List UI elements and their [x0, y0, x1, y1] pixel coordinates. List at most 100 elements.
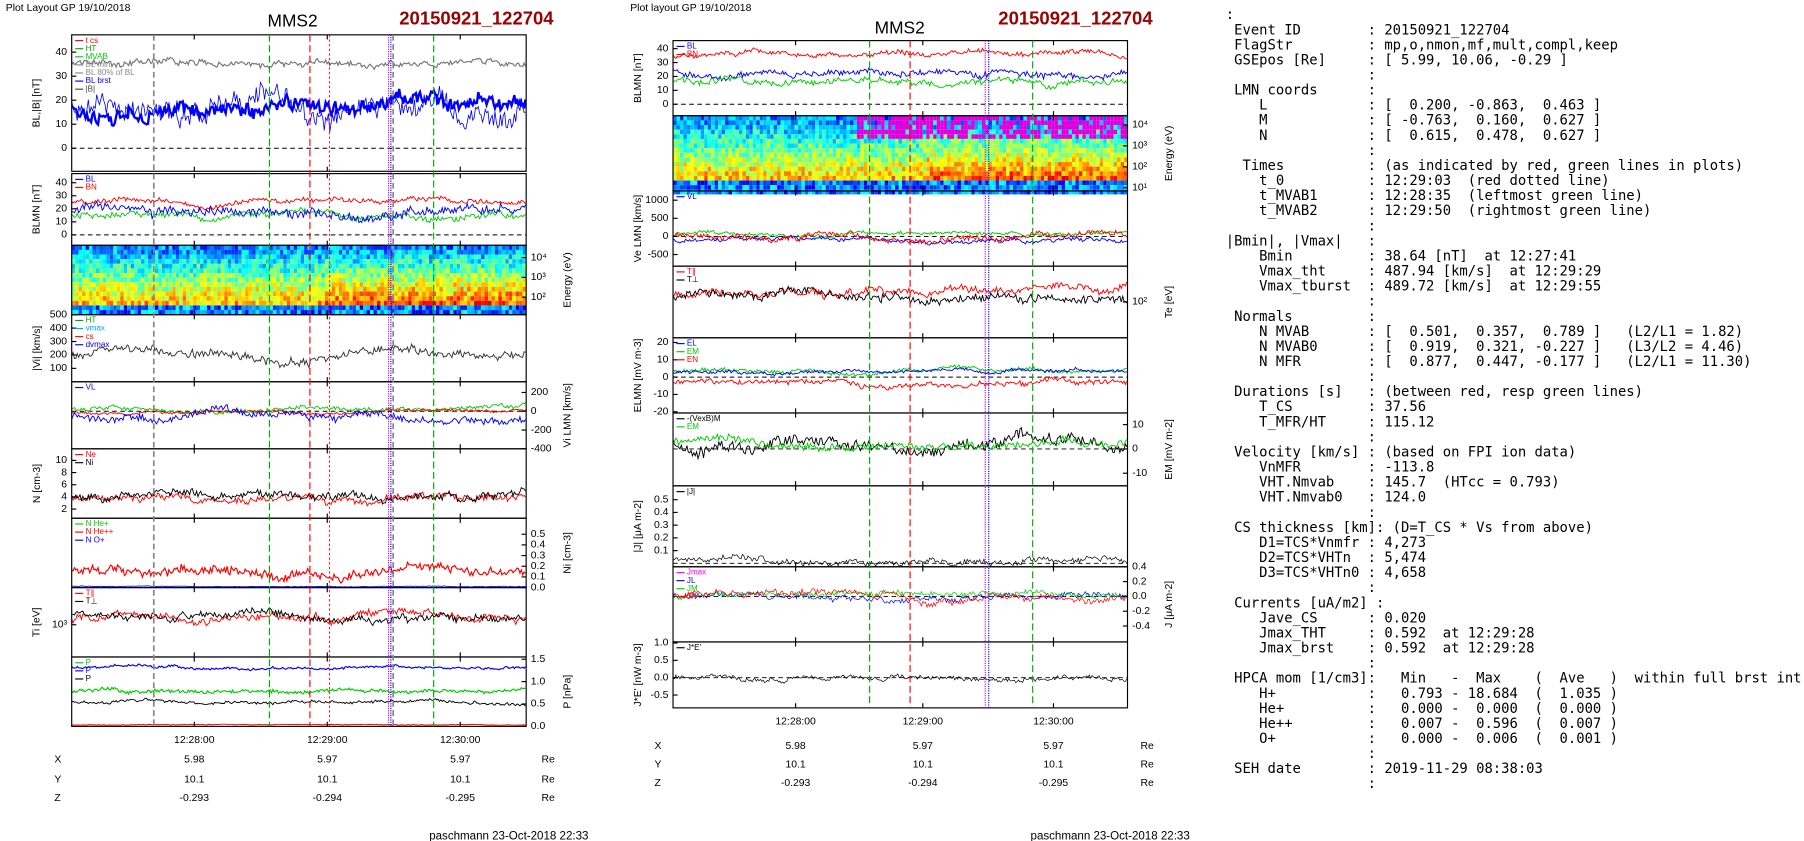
spectrogram-cell	[262, 245, 266, 250]
spectrogram-cell	[811, 138, 816, 144]
spectrogram-cell	[370, 273, 374, 278]
summary-line: L : [ 0.200, -0.863, 0.463 ]	[1226, 98, 1601, 114]
spectrogram-cell	[784, 189, 788, 195]
spectrogram-cell	[895, 143, 899, 149]
spectrogram-cell	[241, 263, 246, 269]
spectrogram-cell	[161, 245, 166, 250]
spectrogram-cell	[92, 263, 96, 269]
spectrogram-cell	[394, 245, 398, 250]
spectrogram-cell	[342, 254, 346, 260]
spectrogram-cell	[168, 305, 173, 311]
spectrogram-cell	[777, 134, 781, 139]
spectrogram-cell	[265, 296, 270, 301]
spectrogram-cell	[1026, 115, 1031, 121]
spectrogram-cell	[1085, 115, 1090, 121]
summary-line: Vmax_tht : 487.94 [km/s] at 12:29:29	[1226, 264, 1601, 280]
spectrogram-cell	[853, 148, 857, 153]
spectrogram-cell	[1110, 162, 1114, 167]
spectrogram-cell	[912, 138, 916, 144]
spectrogram-cell	[363, 259, 367, 264]
summary-line: t_MVAB1 : 12:28:35 (leftmost green line)	[1226, 188, 1643, 204]
spectrogram-cell	[92, 277, 96, 283]
spectrogram-cell	[839, 157, 844, 163]
spectrogram-cell	[439, 273, 443, 278]
spectrogram-cell	[829, 148, 833, 153]
spectrogram-cell	[422, 291, 426, 297]
y-tick-label: 0.4	[1132, 562, 1147, 573]
spectrogram-cell	[515, 286, 520, 292]
spectrogram-cell	[1110, 125, 1114, 130]
spectrogram-cell	[324, 259, 329, 264]
spectrogram-cell	[1092, 189, 1097, 195]
summary-line: N MVAB0 : [ 0.919, 0.321, -0.227 ] (L3/L…	[1226, 339, 1743, 355]
spectrogram-cell	[175, 286, 180, 292]
spectrogram-cell	[387, 300, 391, 306]
spectrogram-cell	[179, 249, 183, 255]
spectrogram-cell	[186, 277, 190, 283]
spectrogram-cell	[304, 245, 308, 250]
spectrogram-cell	[863, 120, 868, 126]
spectrogram-cell	[1103, 185, 1107, 190]
spectrogram-cell	[1002, 152, 1007, 158]
spectrogram-cell	[370, 245, 374, 250]
spectrogram-cell	[158, 305, 162, 311]
spectrogram-cell	[790, 148, 795, 153]
spectrogram-cell	[311, 277, 315, 283]
spectrogram-cell	[846, 175, 850, 181]
spectrogram-cell	[1082, 189, 1086, 195]
spectrogram-cell	[700, 189, 705, 195]
spectrogram-cell	[1117, 175, 1121, 181]
spectrogram-cell	[1106, 162, 1111, 167]
spectrogram-cell	[1033, 115, 1038, 121]
spectrogram-cell	[801, 180, 805, 186]
spectrogram-cell	[867, 171, 871, 176]
spectrogram-cell	[262, 282, 266, 287]
spectrogram-cell	[752, 138, 757, 144]
spectrogram-cell	[189, 263, 194, 269]
spectrogram-cell	[853, 157, 857, 163]
spectrogram-cell	[311, 249, 315, 255]
spectrogram-cell	[286, 282, 291, 287]
spectrogram-cell	[825, 162, 830, 167]
spectrogram-cell	[75, 259, 79, 264]
spectrogram-cell	[456, 277, 461, 283]
spectrogram-cell	[234, 300, 239, 306]
spectrogram-cell	[1013, 134, 1017, 139]
spectrogram-cell	[165, 268, 169, 274]
spectrogram-cell	[718, 171, 722, 176]
spectrogram-cell	[985, 120, 989, 126]
spectrogram-cell	[338, 310, 343, 315]
spectrogram-cell	[376, 291, 381, 297]
spectrogram-cell	[898, 166, 902, 172]
spectrogram-cell	[1117, 148, 1121, 153]
spectrogram-cell	[411, 245, 416, 250]
spectrogram-cell	[919, 180, 923, 186]
spectrogram-cell	[985, 185, 989, 190]
spectrogram-cell	[981, 152, 986, 158]
spectrogram-cell	[777, 143, 781, 149]
spectrogram-cell	[787, 185, 791, 190]
spectrogram-cell	[102, 259, 107, 264]
spectrogram-cell	[784, 120, 788, 126]
spectrogram-cell	[1009, 180, 1014, 186]
spectrogram-cell	[470, 263, 475, 269]
spectrogram-cell	[144, 277, 149, 283]
spectrogram-cell	[676, 115, 680, 121]
spectrogram-cell	[874, 129, 878, 135]
spectrogram-cell	[85, 305, 90, 311]
spectrogram-cell	[1071, 185, 1076, 190]
spectrogram-cell	[790, 129, 795, 135]
spectrogram-cell	[148, 263, 152, 269]
spectrogram-cell	[1099, 138, 1104, 144]
spectrogram-cell	[1016, 115, 1020, 121]
spectrogram-cell	[905, 157, 909, 163]
spectrogram-cell	[693, 134, 698, 139]
spectrogram-cell	[515, 254, 520, 260]
spectrogram-cell	[127, 305, 131, 311]
spectrogram-cell	[470, 310, 475, 315]
spectrogram-cell	[206, 310, 211, 315]
spectrogram-cell	[179, 291, 183, 297]
trace	[71, 606, 526, 627]
spectrogram-cell	[411, 305, 416, 311]
spectrogram-cell	[884, 125, 889, 130]
